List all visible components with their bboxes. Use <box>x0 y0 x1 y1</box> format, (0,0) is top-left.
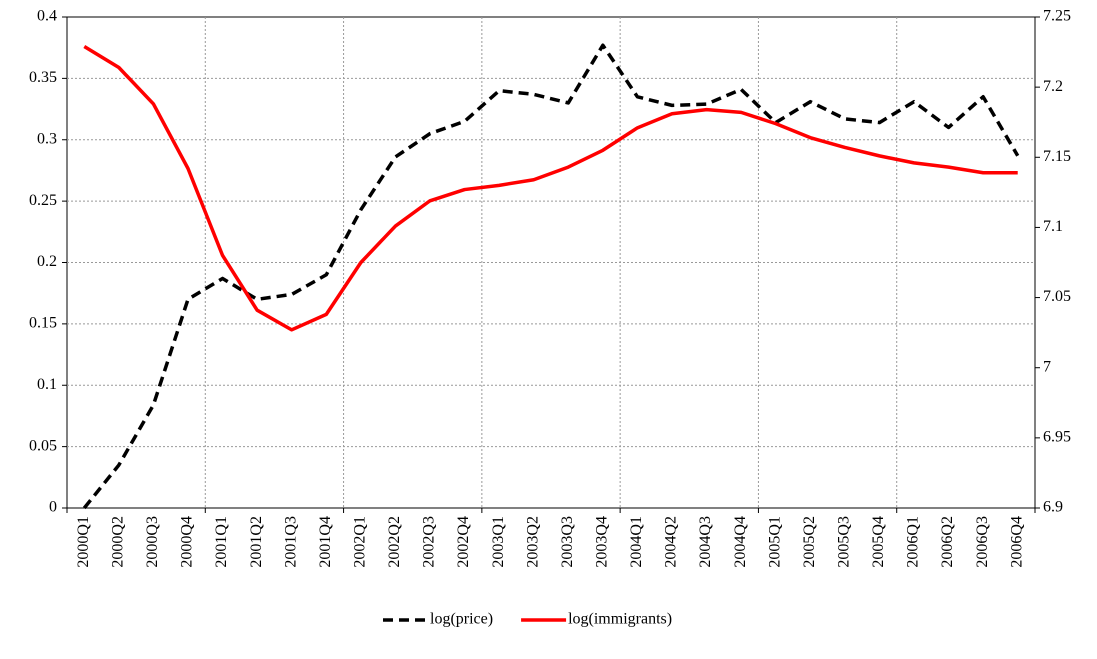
x-tick-label: 2001Q3 <box>282 516 299 568</box>
x-tick-label: 2000Q2 <box>110 516 127 568</box>
y-tick-label: 0.3 <box>37 130 57 147</box>
x-tick-label: 2006Q2 <box>939 516 956 568</box>
y2-tick-label: 7.1 <box>1043 218 1063 235</box>
x-tick-label: 2003Q4 <box>594 516 611 568</box>
x-tick-label: 2003Q1 <box>490 516 507 568</box>
x-tick-label: 2002Q3 <box>421 516 438 568</box>
y-tick-label: 0.4 <box>37 8 57 25</box>
x-tick-label: 2005Q1 <box>766 516 783 568</box>
y2-tick-label: 7.15 <box>1043 148 1071 165</box>
y2-tick-label: 6.9 <box>1043 499 1063 516</box>
y2-tick-label: 7.2 <box>1043 78 1063 95</box>
series-line <box>83 44 1018 332</box>
y2-tick-label: 7 <box>1043 358 1051 375</box>
y-tick-label: 0.35 <box>29 69 57 86</box>
x-tick-label: 2001Q2 <box>248 516 265 568</box>
y-tick-label: 0.1 <box>37 376 57 393</box>
y2-tick-label: 6.95 <box>1043 429 1071 446</box>
y-tick-label: 0.2 <box>37 253 57 270</box>
legend-label: log(immigrants) <box>568 611 672 628</box>
y-tick-label: 0 <box>49 499 57 516</box>
x-tick-label: 2006Q1 <box>905 516 922 568</box>
y-tick-label: 0.25 <box>29 192 57 209</box>
x-tick-label: 2002Q1 <box>352 516 369 568</box>
x-tick-label: 2006Q4 <box>1008 516 1025 568</box>
x-tick-label: 2000Q1 <box>75 516 92 568</box>
x-tick-label: 2004Q2 <box>663 516 680 568</box>
x-tick-label: 2005Q4 <box>870 516 887 568</box>
x-tick-label: 2001Q4 <box>317 516 334 568</box>
x-tick-label: 2000Q4 <box>179 516 196 568</box>
series-line <box>82 43 1020 510</box>
x-tick-label: 2003Q3 <box>559 516 576 568</box>
x-tick-label: 2001Q1 <box>213 516 230 568</box>
x-tick-label: 2002Q4 <box>455 516 472 568</box>
y2-tick-label: 7.25 <box>1043 8 1071 25</box>
y-tick-label: 0.05 <box>29 437 57 454</box>
y2-tick-label: 7.05 <box>1043 288 1071 305</box>
x-tick-label: 2000Q3 <box>144 516 161 568</box>
legend-label: log(price) <box>430 611 493 628</box>
x-tick-label: 2005Q3 <box>836 516 853 568</box>
x-tick-label: 2003Q2 <box>524 516 541 568</box>
x-tick-label: 2002Q2 <box>386 516 403 568</box>
x-tick-label: 2004Q1 <box>628 516 645 568</box>
x-tick-label: 2005Q2 <box>801 516 818 568</box>
x-tick-label: 2004Q3 <box>697 516 714 568</box>
x-tick-label: 2006Q3 <box>974 516 991 568</box>
y-tick-label: 0.15 <box>29 315 57 332</box>
x-tick-label: 2004Q4 <box>732 516 749 568</box>
